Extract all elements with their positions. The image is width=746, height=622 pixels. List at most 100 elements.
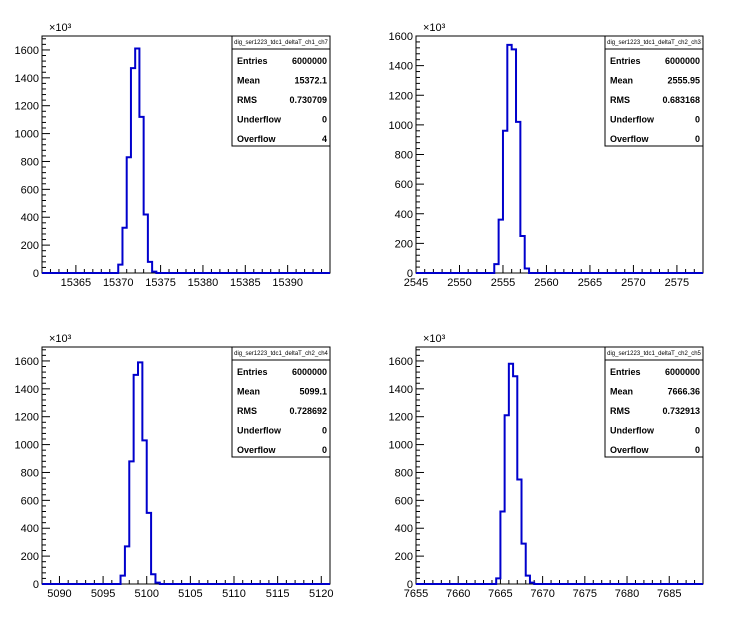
histogram-bins xyxy=(496,364,534,584)
stats-label: RMS xyxy=(610,406,630,416)
histogram-bin xyxy=(494,264,498,273)
histogram-bin xyxy=(155,583,159,584)
stats-box-frame xyxy=(231,346,331,458)
histogram-bin xyxy=(152,272,156,273)
x-axis-labels: 15365 15370 15375 15380 15385 15390 xyxy=(61,277,303,289)
x-tick-label: 7655 xyxy=(404,588,428,600)
y-tick-label: 400 xyxy=(395,523,413,535)
stats-label: Overflow xyxy=(610,445,650,455)
stats-label: Underflow xyxy=(610,115,655,125)
x-tick-label: 15390 xyxy=(272,277,303,289)
x-tick-label: 2570 xyxy=(621,277,645,289)
histogram-bin xyxy=(507,45,511,273)
x-axis-ticks xyxy=(415,265,704,273)
x-tick-label: 2565 xyxy=(578,277,602,289)
stats-box-frame xyxy=(231,35,331,147)
x-tick-label: 5100 xyxy=(134,588,158,600)
histogram-bin xyxy=(142,440,146,584)
histogram-bin xyxy=(503,131,507,273)
histogram-panel: 7655 7660 7665 7670 7675 7680 7685 0 200 400 600 80… xyxy=(389,333,704,600)
y-exponent-label: ×10³ xyxy=(49,333,72,345)
stats-label: Entries xyxy=(610,367,641,377)
histogram-bin xyxy=(530,583,534,584)
histogram-bin xyxy=(147,513,151,584)
y-axis-labels: 0 200 400 600 800 1000 1200 1400 1600 xyxy=(15,356,39,591)
y-exponent-label: ×10³ xyxy=(49,22,72,34)
stats-label: Mean xyxy=(610,76,633,86)
histogram-bin xyxy=(526,576,530,584)
histogram-bin xyxy=(520,236,524,273)
y-tick-label: 1400 xyxy=(389,384,413,396)
histogram-bins xyxy=(118,49,156,273)
x-tick-label: 2545 xyxy=(404,277,428,289)
histogram-bin xyxy=(118,265,122,273)
stats-label: Entries xyxy=(237,367,268,377)
stats-label: RMS xyxy=(237,95,257,105)
y-tick-label: 800 xyxy=(395,150,413,162)
histogram-bins xyxy=(494,45,529,273)
stats-value: 6000000 xyxy=(665,56,700,66)
stats-label: Overflow xyxy=(610,134,650,144)
histogram-panel: 15365 15370 15375 15380 15385 15390 0 200 400 600… xyxy=(15,22,331,289)
histogram-bin xyxy=(121,576,125,584)
stats-label: Entries xyxy=(237,56,268,66)
y-tick-label: 1200 xyxy=(389,412,413,424)
stats-value: 0 xyxy=(695,115,700,125)
stats-label: RMS xyxy=(610,95,630,105)
x-tick-label: 15380 xyxy=(188,277,219,289)
y-axis-labels: 0 200 400 600 800 1000 1200 1400 1600 xyxy=(15,45,39,280)
y-tick-label: 1200 xyxy=(389,90,413,102)
x-tick-label: 5120 xyxy=(309,588,333,600)
stats-value: 2555.95 xyxy=(667,76,700,86)
stats-label: Overflow xyxy=(237,445,277,455)
stats-title: dig_ser1223_tdc1_deltaT_ch2_ch5 xyxy=(607,351,701,357)
y-tick-label: 600 xyxy=(395,179,413,191)
stats-title: dig_ser1223_tdc1_deltaT_ch1_ch7 xyxy=(234,40,328,46)
stats-title: dig_ser1223_tdc1_deltaT_ch2_ch3 xyxy=(607,40,701,46)
y-tick-label: 0 xyxy=(33,579,39,591)
y-tick-label: 200 xyxy=(21,551,39,563)
y-tick-label: 1600 xyxy=(15,45,39,57)
stats-label: Underflow xyxy=(237,115,282,125)
y-tick-label: 1600 xyxy=(389,356,413,368)
histogram-bin xyxy=(122,228,126,273)
x-axis-ticks xyxy=(415,576,704,584)
x-tick-label: 5105 xyxy=(178,588,202,600)
stats-value: 6000000 xyxy=(292,367,327,377)
x-tick-label: 7665 xyxy=(488,588,512,600)
histogram-bin xyxy=(509,364,513,584)
y-tick-label: 800 xyxy=(21,156,39,168)
stats-value: 6000000 xyxy=(665,367,700,377)
y-axis-ticks xyxy=(416,349,424,585)
histogram-bin xyxy=(505,415,509,584)
y-tick-label: 1600 xyxy=(15,356,39,368)
y-tick-label: 400 xyxy=(21,212,39,224)
stats-label: Mean xyxy=(610,387,633,397)
stats-value: 4 xyxy=(322,134,327,144)
y-tick-label: 1000 xyxy=(389,440,413,452)
histogram-bin xyxy=(500,512,504,584)
histogram-bin xyxy=(134,375,138,584)
stats-label: Underflow xyxy=(610,426,655,436)
histogram-bin xyxy=(517,479,521,584)
y-tick-label: 200 xyxy=(21,240,39,252)
histogram-bin xyxy=(151,574,155,584)
stats-box-frame xyxy=(604,346,704,458)
x-axis-labels: 2545 2550 2555 2560 2565 2570 2575 xyxy=(404,277,689,289)
stats-value: 5099.1 xyxy=(299,387,327,397)
y-tick-label: 800 xyxy=(21,467,39,479)
histogram-bin xyxy=(135,49,139,273)
stats-label: Underflow xyxy=(237,426,282,436)
y-tick-label: 0 xyxy=(33,268,39,280)
y-tick-label: 1600 xyxy=(389,31,413,43)
y-tick-label: 1000 xyxy=(389,120,413,132)
stats-value: 0.732913 xyxy=(662,406,700,416)
stats-label: Overflow xyxy=(237,134,277,144)
y-axis-labels: 0 200 400 600 800 1000 1200 1400 1600 xyxy=(389,31,413,280)
y-tick-label: 1400 xyxy=(15,73,39,85)
x-tick-label: 15385 xyxy=(230,277,261,289)
histogram-bin xyxy=(512,49,516,273)
y-tick-label: 800 xyxy=(395,467,413,479)
y-tick-label: 400 xyxy=(395,209,413,221)
